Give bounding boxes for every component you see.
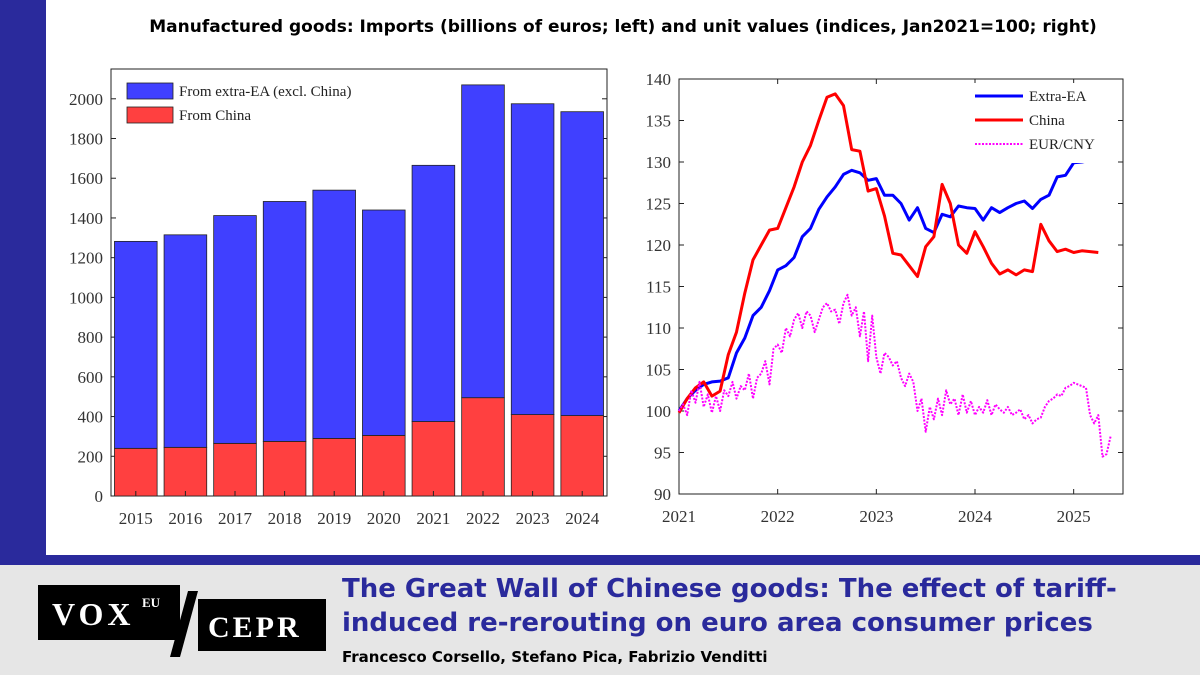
line-x-tick-label: 2024 <box>958 507 993 526</box>
bar-y-tick-label: 1800 <box>69 130 103 149</box>
line-x-tick-label: 2023 <box>859 507 893 526</box>
line-legend-label: China <box>1029 113 1065 129</box>
bar-legend-swatch <box>126 82 174 100</box>
bar-legend-label: From China <box>179 108 251 124</box>
bar-segment-china <box>411 421 456 497</box>
bar-y-tick-label: 0 <box>95 487 104 506</box>
bar-segment-extra-ea <box>213 215 257 444</box>
bar-segment-extra-ea <box>560 111 604 416</box>
bar-y-tick-label: 400 <box>78 408 104 427</box>
bar-segment-china <box>461 397 505 497</box>
bar-x-tick-label: 2020 <box>367 509 401 528</box>
line-legend: Extra-EA China EUR/CNY <box>968 83 1118 163</box>
line-x-tick-label: 2022 <box>761 507 795 526</box>
line-legend-label: Extra-EA <box>1029 89 1087 105</box>
bar-x-tick-label: 2016 <box>168 509 202 528</box>
bar-y-tick-label: 1000 <box>69 288 103 307</box>
bar-segment-china <box>560 415 604 497</box>
bar-segment-china <box>510 414 555 497</box>
bar-segment-extra-ea <box>163 234 208 448</box>
bar-legend-label: From extra-EA (excl. China) <box>179 84 351 100</box>
bar-legend-swatch <box>126 106 174 124</box>
line-chart: 90 95 100 105 110 115 120 125 130 135 140 2021 2022 2… <box>646 70 1124 526</box>
bar-x-tick-label: 2022 <box>466 509 500 528</box>
bar-y-tick-label: 200 <box>78 447 104 466</box>
bar-x-tick-label: 2021 <box>416 509 450 528</box>
line-series-eur-cny <box>678 293 1112 458</box>
cepr-logo-box <box>198 599 326 651</box>
line-y-tick-label: 120 <box>646 236 672 255</box>
vox-logo-text: VOX <box>52 596 134 632</box>
line-x-tick-label: 2025 <box>1057 507 1091 526</box>
logo-slash <box>170 591 198 657</box>
bar-x-tick-label: 2017 <box>218 509 253 528</box>
bar-legend: From extra-EA (excl. China) From China <box>119 75 409 135</box>
bar-segment-china <box>163 446 208 497</box>
bar-y-tick-label: 1400 <box>69 209 103 228</box>
bar-segment-china <box>262 440 307 497</box>
line-series-extra-ea <box>677 158 1091 412</box>
line-y-tick-label: 105 <box>646 361 672 380</box>
article-authors: Francesco Corsello, Stefano Pica, Fabriz… <box>342 648 768 666</box>
line-y-tick-label: 130 <box>646 153 672 172</box>
bar-segment-extra-ea <box>461 84 505 399</box>
line-y-tick-label: 110 <box>646 319 671 338</box>
bar-y-tick-label: 2000 <box>69 90 103 109</box>
bar-segment-china <box>114 447 158 497</box>
bar-y-tick-label: 1600 <box>69 169 103 188</box>
line-y-tick-label: 125 <box>646 195 672 214</box>
line-legend-label: EUR/CNY <box>1029 137 1095 153</box>
bar-segment-extra-ea <box>510 103 555 415</box>
bar-y-tick-label: 800 <box>78 328 104 347</box>
chart-frame: Manufactured goods: Imports (billions of… <box>0 0 1200 565</box>
bar-segment-extra-ea <box>312 189 356 439</box>
bar-x-tick-label: 2019 <box>317 509 351 528</box>
bar-segment-china <box>213 442 257 497</box>
line-y-tick-label: 95 <box>654 444 671 463</box>
bar-segment-extra-ea <box>114 240 158 449</box>
bar-segment-extra-ea <box>411 164 456 422</box>
bar-segment-china <box>312 438 356 497</box>
article-title[interactable]: The Great Wall of Chinese goods: The eff… <box>342 574 1117 638</box>
bar-segment-extra-ea <box>362 209 406 436</box>
bar-segment-china <box>362 435 406 497</box>
cepr-logo-text: CEPR <box>208 611 302 644</box>
line-y-tick-label: 135 <box>646 112 672 131</box>
voxeu-cepr-logo[interactable]: VOX EU CEPR <box>38 585 338 660</box>
bar-x-tick-label: 2018 <box>268 509 302 528</box>
vox-logo-box <box>38 585 180 640</box>
line-y-tick-label: 90 <box>654 485 671 504</box>
bar-chart: 0 200 400 600 800 1000 1200 1400 1600 1800 2000 201… <box>69 68 608 528</box>
line-y-tick-label: 100 <box>646 402 672 421</box>
vox-logo-eu: EU <box>142 595 161 610</box>
line-y-tick-label: 140 <box>646 70 672 89</box>
bar-y-tick-label: 600 <box>78 368 104 387</box>
bar-segment-extra-ea <box>262 201 307 442</box>
bar-x-tick-label: 2023 <box>516 509 550 528</box>
bar-y-tick-label: 1200 <box>69 249 103 268</box>
line-series-china <box>677 92 1099 414</box>
chart-panel: Manufactured goods: Imports (billions of… <box>46 0 1200 555</box>
bar-x-tick-label: 2024 <box>565 509 600 528</box>
line-x-tick-label: 2021 <box>662 507 696 526</box>
line-y-tick-label: 115 <box>646 278 671 297</box>
chart-title: Manufactured goods: Imports (billions of… <box>149 17 1097 37</box>
bar-x-tick-label: 2015 <box>119 509 153 528</box>
